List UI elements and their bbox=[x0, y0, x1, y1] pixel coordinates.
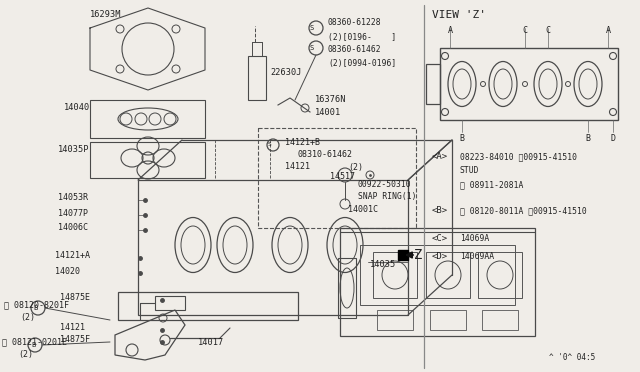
Text: A: A bbox=[605, 26, 611, 35]
Bar bbox=[426, 64, 440, 104]
Text: (2): (2) bbox=[20, 313, 35, 322]
Text: (2)[0196-    ]: (2)[0196- ] bbox=[328, 33, 396, 42]
Bar bbox=[440, 48, 618, 120]
Text: (2): (2) bbox=[348, 163, 363, 172]
Text: 08223-84010 Ⓦ00915-41510: 08223-84010 Ⓦ00915-41510 bbox=[460, 152, 577, 161]
Text: (2)[0994-0196]: (2)[0994-0196] bbox=[328, 59, 396, 68]
Text: S: S bbox=[267, 142, 271, 148]
Bar bbox=[478, 252, 522, 298]
Text: 14121+B: 14121+B bbox=[285, 138, 320, 147]
Bar bbox=[360, 245, 515, 305]
Text: 14053R: 14053R bbox=[58, 193, 88, 202]
Bar bbox=[373, 252, 417, 298]
Text: A: A bbox=[447, 26, 452, 35]
Text: 14035P: 14035P bbox=[58, 145, 90, 154]
Text: <B>: <B> bbox=[432, 206, 448, 215]
Text: C: C bbox=[545, 26, 550, 35]
Text: <D>: <D> bbox=[432, 252, 448, 261]
Text: 16293M: 16293M bbox=[90, 10, 122, 19]
Text: 14875F: 14875F bbox=[60, 336, 90, 344]
Text: 14121: 14121 bbox=[285, 162, 310, 171]
Text: Z: Z bbox=[414, 248, 422, 262]
Text: 14006C: 14006C bbox=[58, 224, 88, 232]
Text: 08360-61462: 08360-61462 bbox=[328, 45, 381, 54]
Text: 08360-61228: 08360-61228 bbox=[328, 18, 381, 27]
Text: 14017: 14017 bbox=[198, 338, 224, 347]
Text: 14121+A: 14121+A bbox=[55, 251, 90, 260]
Text: 14001C: 14001C bbox=[348, 205, 378, 214]
Text: B: B bbox=[34, 305, 38, 311]
Bar bbox=[338, 258, 356, 318]
Text: 16376N: 16376N bbox=[315, 95, 346, 104]
Bar bbox=[340, 228, 535, 336]
Text: 14069A: 14069A bbox=[460, 234, 489, 243]
Bar bbox=[482, 310, 518, 330]
Text: 14040: 14040 bbox=[64, 103, 90, 112]
Text: D: D bbox=[611, 134, 616, 143]
Text: Ⓝ 08911-2081A: Ⓝ 08911-2081A bbox=[460, 180, 524, 189]
Text: 14001: 14001 bbox=[315, 108, 341, 117]
Text: 14077P: 14077P bbox=[58, 208, 88, 218]
Text: SNAP RING(1): SNAP RING(1) bbox=[358, 192, 417, 201]
Text: 14069AA: 14069AA bbox=[460, 252, 494, 261]
Text: 08310-61462: 08310-61462 bbox=[298, 150, 353, 159]
Text: 14121: 14121 bbox=[60, 324, 85, 333]
Bar bbox=[138, 180, 408, 315]
Text: 14875E: 14875E bbox=[60, 294, 90, 302]
Bar bbox=[248, 56, 266, 100]
Text: 22630J: 22630J bbox=[270, 68, 301, 77]
Bar bbox=[426, 252, 470, 298]
Text: 14035: 14035 bbox=[370, 260, 396, 269]
Text: S: S bbox=[310, 45, 314, 51]
Text: VIEW 'Z': VIEW 'Z' bbox=[432, 10, 486, 20]
Text: ^ '0^ 04:5: ^ '0^ 04:5 bbox=[548, 353, 595, 362]
Bar bbox=[90, 100, 205, 138]
Bar bbox=[118, 292, 298, 320]
Text: B: B bbox=[460, 134, 465, 143]
Text: (2): (2) bbox=[18, 350, 33, 359]
Text: S: S bbox=[310, 25, 314, 31]
Bar bbox=[377, 310, 413, 330]
Text: Ⓑ 08121-0201E: Ⓑ 08121-0201E bbox=[2, 337, 67, 346]
Bar bbox=[430, 310, 466, 330]
Text: Ⓑ 08120-8201F: Ⓑ 08120-8201F bbox=[4, 300, 69, 309]
Text: B: B bbox=[586, 134, 591, 143]
Bar bbox=[155, 296, 185, 310]
Text: 00922-50310: 00922-50310 bbox=[358, 180, 412, 189]
Text: <C>: <C> bbox=[432, 234, 448, 243]
Text: STUD: STUD bbox=[460, 166, 479, 175]
Text: 14517: 14517 bbox=[330, 172, 355, 181]
Text: <A>: <A> bbox=[432, 152, 448, 161]
Text: B: B bbox=[31, 342, 35, 348]
Bar bbox=[90, 142, 205, 178]
Text: 14020: 14020 bbox=[55, 266, 80, 276]
Text: Ⓑ 08120-8011A Ⓦ00915-41510: Ⓑ 08120-8011A Ⓦ00915-41510 bbox=[460, 206, 587, 215]
Bar bbox=[258, 128, 416, 228]
Text: C: C bbox=[522, 26, 527, 35]
